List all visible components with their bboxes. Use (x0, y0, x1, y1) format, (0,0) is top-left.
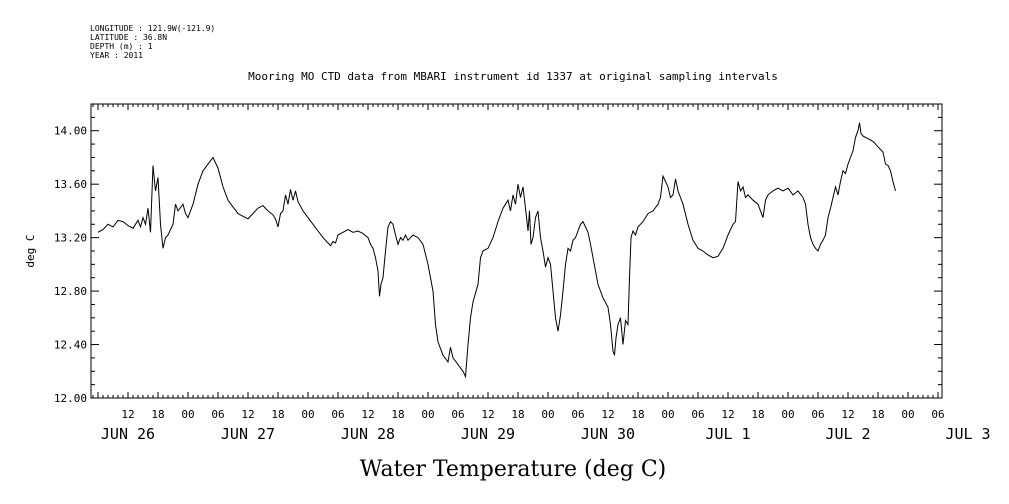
x-hour-tick-label: 00 (901, 408, 914, 421)
x-hour-tick-label: 18 (871, 408, 884, 421)
x-day-label: JUL 1 (705, 425, 750, 443)
y-tick-label: 12.40 (54, 339, 87, 352)
x-day-label: JUN 26 (101, 425, 155, 443)
x-hour-tick-label: 18 (751, 408, 764, 421)
year-text: YEAR : 2011 (90, 51, 143, 60)
y-tick-label: 13.60 (54, 178, 87, 191)
x-hour-tick-label: 18 (391, 408, 404, 421)
x-day-label: JUL 2 (825, 425, 870, 443)
x-hour-tick-label: 06 (331, 408, 344, 421)
y-tick-label: 12.80 (54, 285, 87, 298)
series-group (97, 122, 896, 379)
x-day-label: JUN 28 (341, 425, 395, 443)
x-hour-tick-label: 06 (211, 408, 224, 421)
chart-title: Mooring MO CTD data from MBARI instrumen… (248, 70, 778, 83)
x-hour-tick-label: 18 (511, 408, 524, 421)
temperature-series-line (97, 122, 896, 379)
x-hour-tick-label: 18 (151, 408, 164, 421)
x-hour-tick-label: 00 (301, 408, 314, 421)
depth-text: DEPTH (m) : 1 (90, 42, 153, 51)
metadata-block: LONGITUDE : 121.9W(-121.9) LATITUDE : 36… (90, 24, 215, 60)
y-axis: 12.00 12.40 12.80 13.20 13.60 14.00 (54, 103, 942, 405)
x-day-label: JUL 3 (945, 425, 990, 443)
x-hour-tick-label: 06 (691, 408, 704, 421)
x-day-label: JUN 30 (581, 425, 635, 443)
x-hour-tick-label: 12 (841, 408, 854, 421)
y-tick-label: 13.20 (54, 232, 87, 245)
x-hour-tick-label: 00 (661, 408, 674, 421)
x-day-label: JUN 27 (221, 425, 275, 443)
x-hour-tick-label: 06 (571, 408, 584, 421)
x-hour-tick-label: 00 (421, 408, 434, 421)
x-hour-tick-label: 18 (271, 408, 284, 421)
x-hour-tick-label: 12 (601, 408, 614, 421)
x-hour-tick-label: 00 (541, 408, 554, 421)
x-hour-tick-label: 00 (181, 408, 194, 421)
x-hour-tick-label: 12 (361, 408, 374, 421)
x-day-label: JUN 29 (461, 425, 515, 443)
y-tick-label: 12.00 (54, 392, 87, 405)
x-hour-tick-label: 06 (931, 408, 944, 421)
longitude-text: LONGITUDE : 121.9W(-121.9) (90, 24, 215, 33)
x-hour-tick-label: 06 (451, 408, 464, 421)
y-tick-label: 14.00 (54, 125, 87, 138)
x-hour-tick-label: 12 (121, 408, 134, 421)
x-hour-tick-label: 06 (811, 408, 824, 421)
x-axis: 12 18 00 06 12 18 00 06 12 18 00 06 12 18 00 06 12 18 00 06… (92, 104, 991, 443)
x-hour-tick-label: 18 (631, 408, 644, 421)
y-axis-label: deg C (24, 234, 37, 267)
latitude-text: LATITUDE : 36.8N (90, 33, 167, 42)
plot-frame (90, 103, 943, 399)
x-axis-title: Water Temperature (deg C) (360, 457, 667, 482)
x-hour-tick-label: 00 (781, 408, 794, 421)
x-hour-tick-label: 12 (721, 408, 734, 421)
x-hour-tick-label: 12 (481, 408, 494, 421)
x-hour-tick-label: 12 (241, 408, 254, 421)
